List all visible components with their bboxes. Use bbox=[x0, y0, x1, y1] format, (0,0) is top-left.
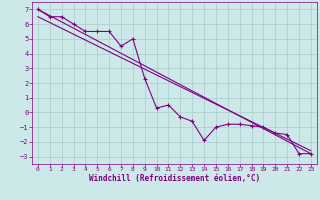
X-axis label: Windchill (Refroidissement éolien,°C): Windchill (Refroidissement éolien,°C) bbox=[89, 174, 260, 183]
